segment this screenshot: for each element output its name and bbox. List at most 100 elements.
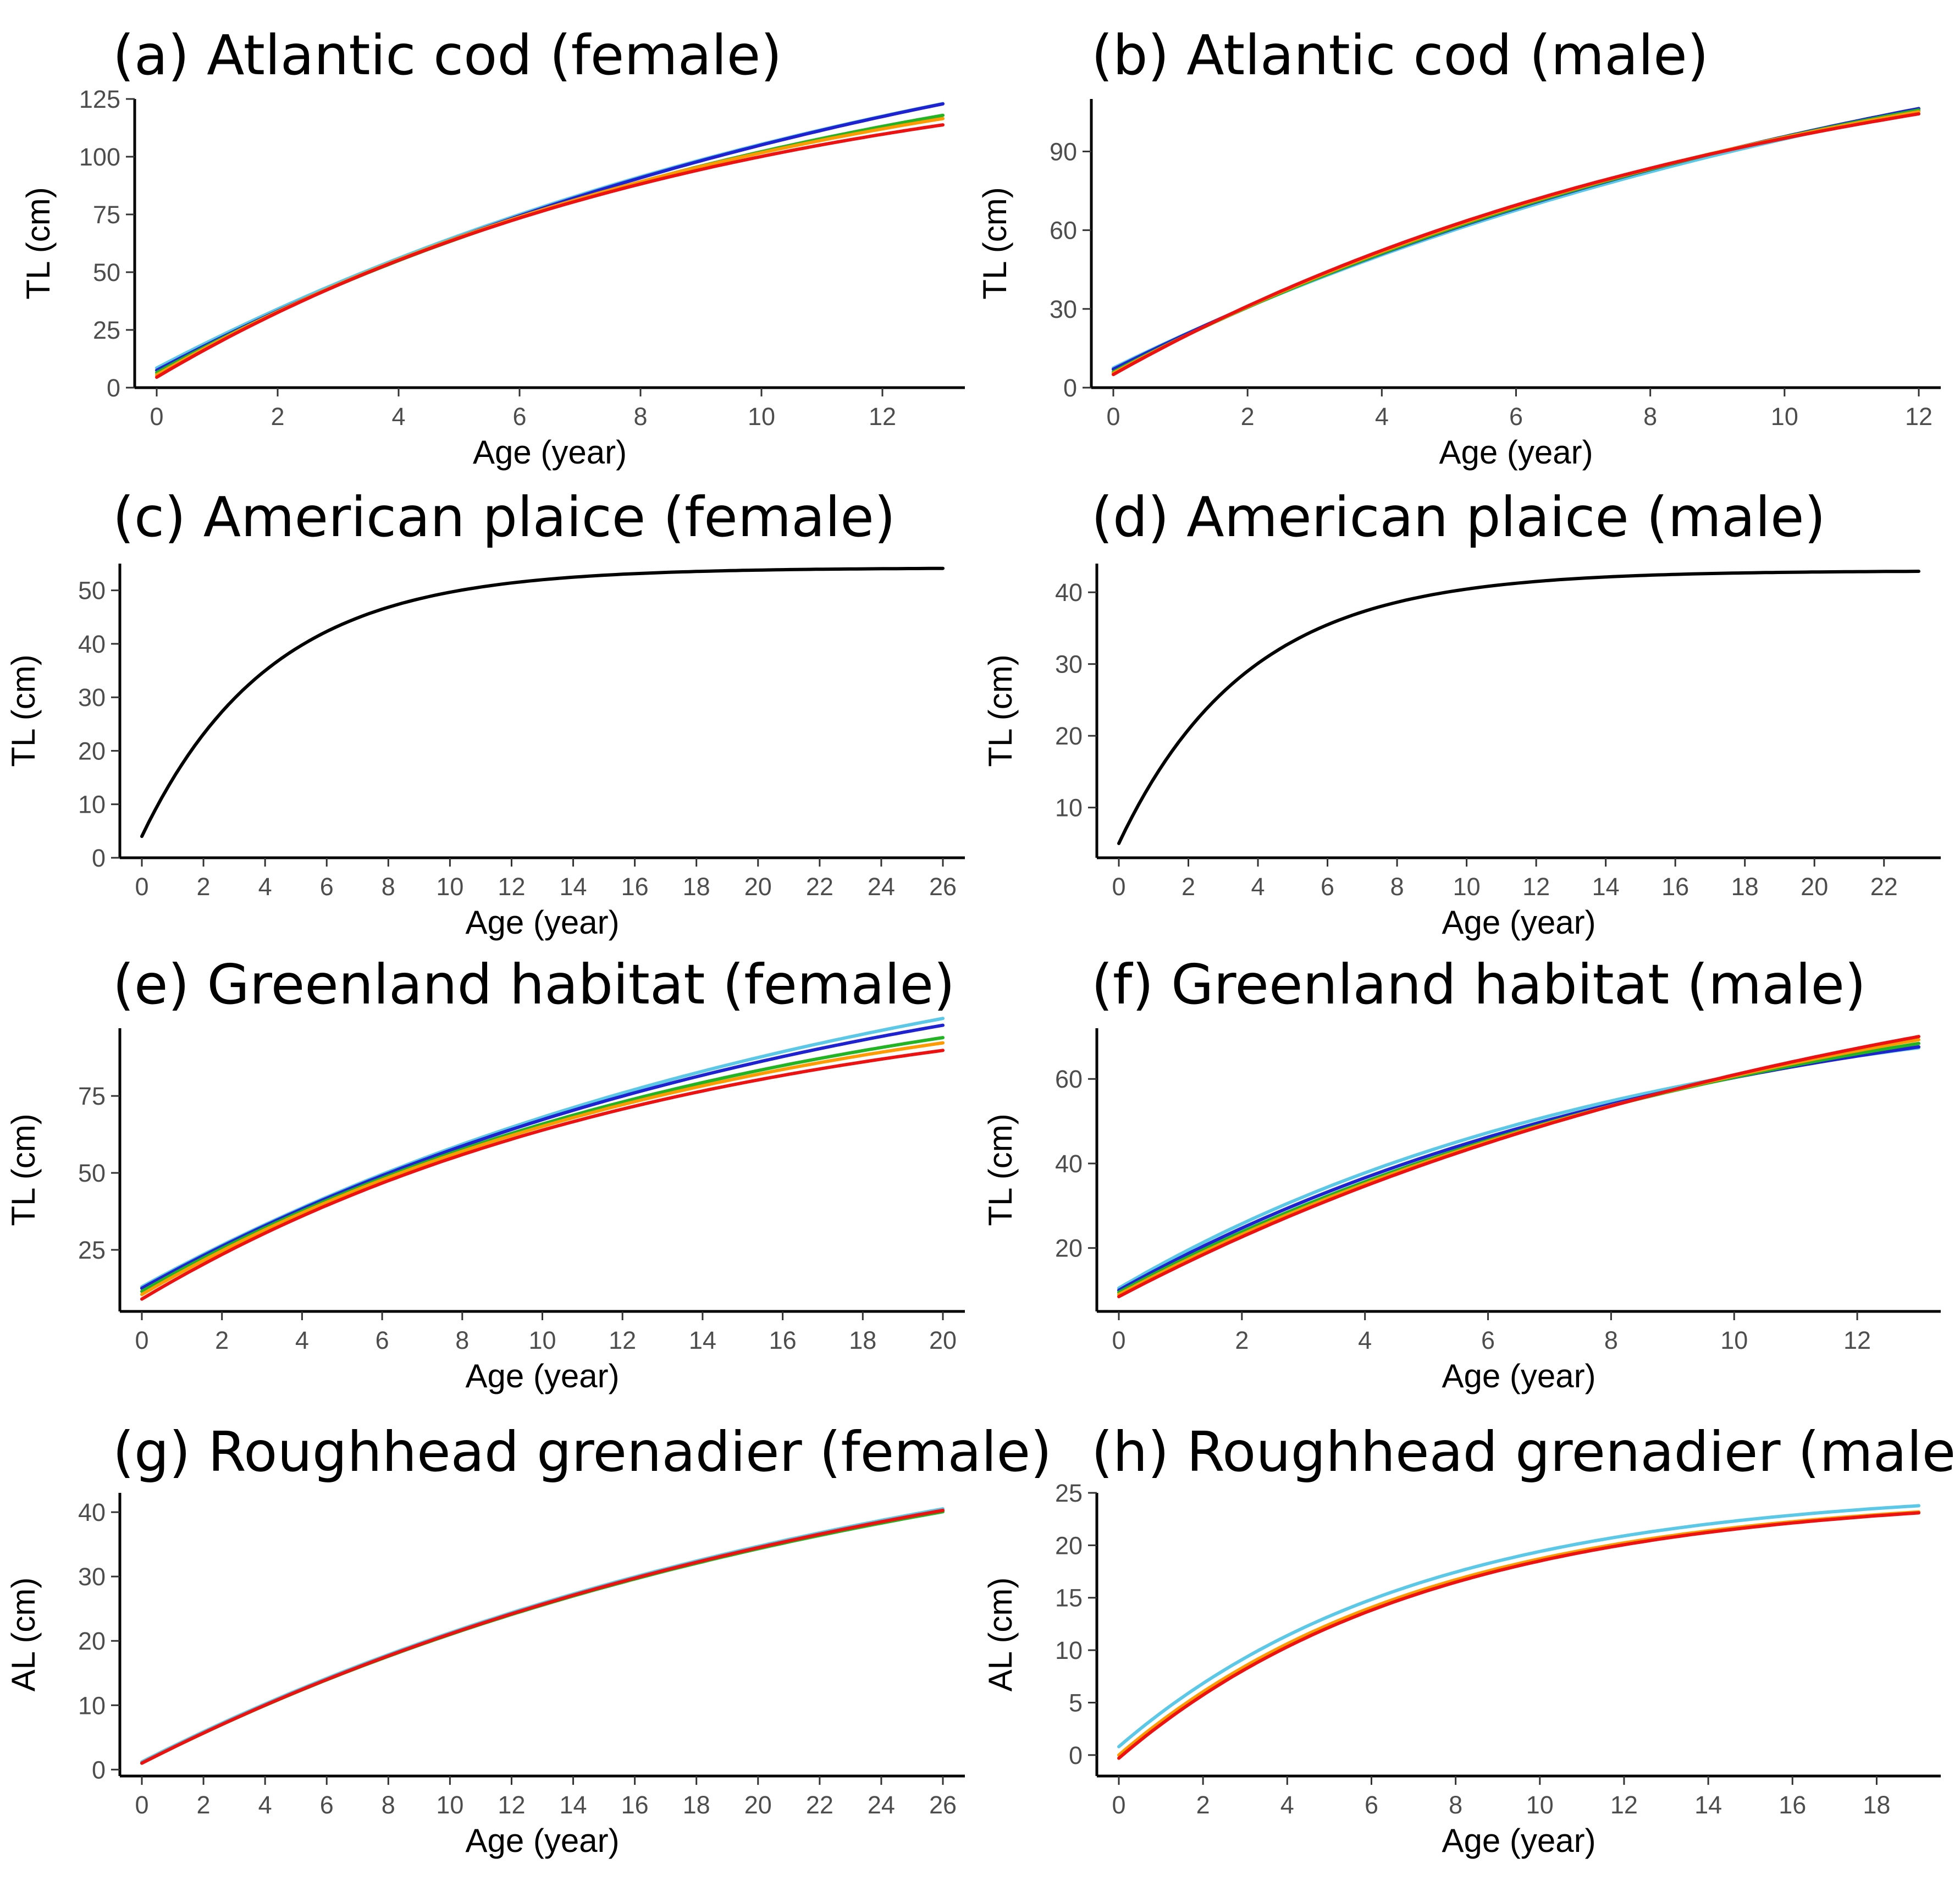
x-tick-label: 12 (1522, 873, 1550, 901)
series-line-light-blue (1117, 1504, 1920, 1749)
series-line-green (140, 1036, 945, 1293)
x-tick-label: 6 (1509, 402, 1523, 431)
y-tick-label: 10 (78, 791, 106, 819)
series-line-black (1117, 570, 1920, 845)
x-tick-label: 4 (391, 402, 405, 431)
series-line-orange (155, 117, 945, 377)
x-tick-label: 10 (748, 402, 775, 431)
y-tick-label: 20 (1055, 722, 1083, 750)
series-line-blue (1117, 1045, 1920, 1292)
x-tick-label: 4 (1358, 1326, 1372, 1354)
x-tick-label: 14 (689, 1326, 716, 1354)
x-axis-label: Age (year) (465, 904, 619, 941)
x-tick-label: 2 (1181, 873, 1195, 901)
series-line-blue (140, 1023, 945, 1290)
y-tick-label: 40 (1055, 1150, 1083, 1178)
y-tick-label: 100 (79, 143, 120, 171)
x-axis-label: Age (year) (473, 434, 627, 471)
y-tick-label: 50 (78, 577, 106, 605)
series-line-red (1117, 1511, 1920, 1760)
x-tick-label: 8 (382, 873, 395, 901)
y-tick-label: 0 (1063, 374, 1077, 402)
x-tick-label: 20 (929, 1326, 957, 1354)
x-tick-label: 10 (436, 1791, 463, 1819)
x-tick-label: 18 (683, 1791, 710, 1819)
panel-title: (g) Roughhead grenadier (female) (113, 1420, 1052, 1484)
x-tick-label: 10 (436, 873, 463, 901)
series-line-red (140, 1508, 945, 1765)
series-line-green (1117, 1041, 1920, 1294)
x-tick-label: 0 (1112, 1326, 1125, 1354)
panel-d: (d) American plaice (male) 0 2 4 6 8 10 12 14 16 1… (982, 485, 1941, 941)
series-line-black (140, 566, 945, 839)
y-tick-label: 10 (78, 1691, 106, 1719)
series-line-red (1117, 1035, 1920, 1299)
y-tick-label: 25 (93, 316, 120, 344)
x-axis-label: Age (year) (1442, 1822, 1595, 1859)
x-tick-label: 6 (320, 1791, 334, 1819)
x-tick-label: 6 (1321, 873, 1334, 901)
x-tick-label: 18 (1731, 873, 1759, 901)
x-tick-label: 8 (455, 1326, 469, 1354)
x-axis-label: Age (year) (1442, 1358, 1595, 1394)
y-tick-label: 20 (1055, 1234, 1083, 1262)
x-tick-label: 6 (320, 873, 334, 901)
y-tick-label: 30 (78, 1563, 106, 1591)
x-tick-label: 8 (1604, 1326, 1618, 1354)
y-tick-label: 60 (1055, 1065, 1083, 1093)
x-tick-label: 4 (1251, 873, 1265, 901)
y-tick-label: 25 (1055, 1479, 1083, 1507)
y-tick-label: 75 (78, 1082, 106, 1110)
x-tick-label: 22 (1870, 873, 1898, 901)
x-tick-label: 8 (633, 402, 647, 431)
series-line-light-blue (1112, 109, 1920, 370)
x-tick-label: 6 (1365, 1791, 1378, 1819)
y-tick-label: 40 (78, 630, 106, 658)
y-tick-label: 15 (1055, 1584, 1083, 1612)
y-tick-label: 30 (1055, 650, 1083, 679)
x-tick-label: 22 (806, 873, 833, 901)
panel-title: (e) Greenland habitat (female) (113, 952, 955, 1017)
x-tick-label: 22 (806, 1791, 833, 1819)
y-tick-label: 10 (1055, 1636, 1083, 1664)
x-axis-label: Age (year) (465, 1358, 619, 1394)
panel-h: (h) Roughhead grenadier (male) 0 2 4 6 8 10 12 1… (982, 1420, 1960, 1859)
x-tick-label: 20 (1801, 873, 1828, 901)
x-tick-label: 18 (683, 873, 710, 901)
x-tick-label: 16 (621, 1791, 649, 1819)
x-tick-label: 12 (1610, 1791, 1638, 1819)
y-tick-label: 75 (93, 201, 120, 229)
panel-title: (b) Atlantic cod (male) (1091, 23, 1709, 87)
x-tick-label: 24 (868, 873, 895, 901)
x-tick-label: 0 (1106, 402, 1120, 431)
y-axis-label: TL (cm) (982, 654, 1019, 766)
y-axis-label: AL (cm) (5, 1578, 42, 1692)
x-tick-label: 18 (849, 1326, 876, 1354)
x-tick-label: 6 (376, 1326, 389, 1354)
panel-g: (g) Roughhead grenadier (female)0 2 4 6 8 10 1… (5, 1420, 1052, 1859)
y-axis-label: TL (cm) (20, 187, 57, 299)
x-tick-label: 8 (382, 1791, 395, 1819)
x-tick-label: 2 (1235, 1326, 1249, 1354)
panel-f: (f) Greenland habitat (male) 0 2 4 6 8 10 12 20 4… (982, 952, 1941, 1394)
x-tick-label: 16 (769, 1326, 797, 1354)
panel-e: (e) Greenland habitat (female) 0 2 4 6 8 10 12 1… (5, 952, 965, 1394)
x-tick-label: 10 (1771, 402, 1798, 431)
x-tick-label: 2 (1241, 402, 1255, 431)
x-tick-label: 6 (1481, 1326, 1495, 1354)
panel-title: (f) Greenland habitat (male) (1091, 952, 1866, 1017)
y-tick-label: 30 (78, 683, 106, 712)
x-tick-label: 0 (135, 1791, 148, 1819)
x-tick-label: 2 (1196, 1791, 1210, 1819)
y-tick-label: 40 (1055, 578, 1083, 606)
x-axis-label: Age (year) (465, 1822, 619, 1859)
x-tick-label: 4 (1375, 402, 1389, 431)
x-axis-label: Age (year) (1439, 434, 1593, 471)
x-tick-label: 14 (560, 1791, 587, 1819)
x-tick-label: 26 (929, 873, 957, 901)
y-tick-label: 20 (1055, 1531, 1083, 1559)
x-tick-label: 12 (609, 1326, 636, 1354)
panel-a: (a) Atlantic cod (female) 0 2 4 6 8 10 12 0 25 50 7… (20, 23, 965, 471)
panel-title: (a) Atlantic cod (female) (113, 23, 782, 87)
